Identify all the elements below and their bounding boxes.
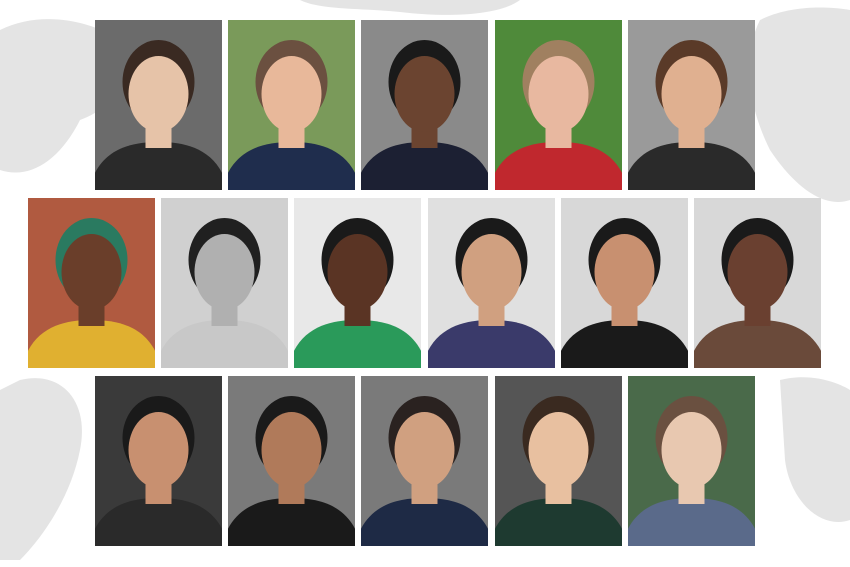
face (394, 56, 455, 132)
portrait (694, 198, 821, 368)
shoulders (95, 498, 222, 546)
portrait (361, 376, 488, 546)
face (394, 412, 455, 488)
portrait (294, 198, 421, 368)
portrait-content (628, 20, 755, 190)
portrait-grid (28, 20, 821, 546)
face (261, 56, 322, 132)
face (661, 412, 722, 488)
portrait (495, 376, 622, 546)
portrait (161, 198, 288, 368)
portrait-content (228, 20, 355, 190)
face (461, 234, 522, 310)
face (528, 56, 589, 132)
shoulders (95, 142, 222, 190)
face (528, 412, 589, 488)
shoulders (428, 320, 555, 368)
shoulders (228, 498, 355, 546)
shoulders (294, 320, 421, 368)
portrait (28, 198, 155, 368)
portrait (628, 376, 755, 546)
portrait (628, 20, 755, 190)
face (128, 412, 189, 488)
face (194, 234, 255, 310)
portrait (228, 20, 355, 190)
shoulders (28, 320, 155, 368)
shoulders (361, 142, 488, 190)
portrait (95, 376, 222, 546)
portrait-content (495, 20, 622, 190)
shoulders (628, 142, 755, 190)
portrait (95, 20, 222, 190)
face (61, 234, 122, 310)
shoulders (561, 320, 688, 368)
portrait-content (161, 198, 288, 368)
shoulders (694, 320, 821, 368)
portrait-content (361, 376, 488, 546)
portrait-content (228, 376, 355, 546)
face (727, 234, 788, 310)
face (128, 56, 189, 132)
face (594, 234, 655, 310)
face (661, 56, 722, 132)
portrait-content (361, 20, 488, 190)
portrait-content (628, 376, 755, 546)
shoulders (495, 498, 622, 546)
portrait-content (694, 198, 821, 368)
portrait (361, 20, 488, 190)
portrait-content (428, 198, 555, 368)
portrait (428, 198, 555, 368)
portrait (495, 20, 622, 190)
portrait (228, 376, 355, 546)
shoulders (361, 498, 488, 546)
portrait-content (561, 198, 688, 368)
portrait-content (95, 376, 222, 546)
shoulders (495, 142, 622, 190)
shoulders (161, 320, 288, 368)
portrait-content (28, 198, 155, 368)
portrait-content (95, 20, 222, 190)
shoulders (228, 142, 355, 190)
shoulders (628, 498, 755, 546)
face (327, 234, 388, 310)
portrait-content (495, 376, 622, 546)
portrait (561, 198, 688, 368)
portrait-content (294, 198, 421, 368)
face (261, 412, 322, 488)
